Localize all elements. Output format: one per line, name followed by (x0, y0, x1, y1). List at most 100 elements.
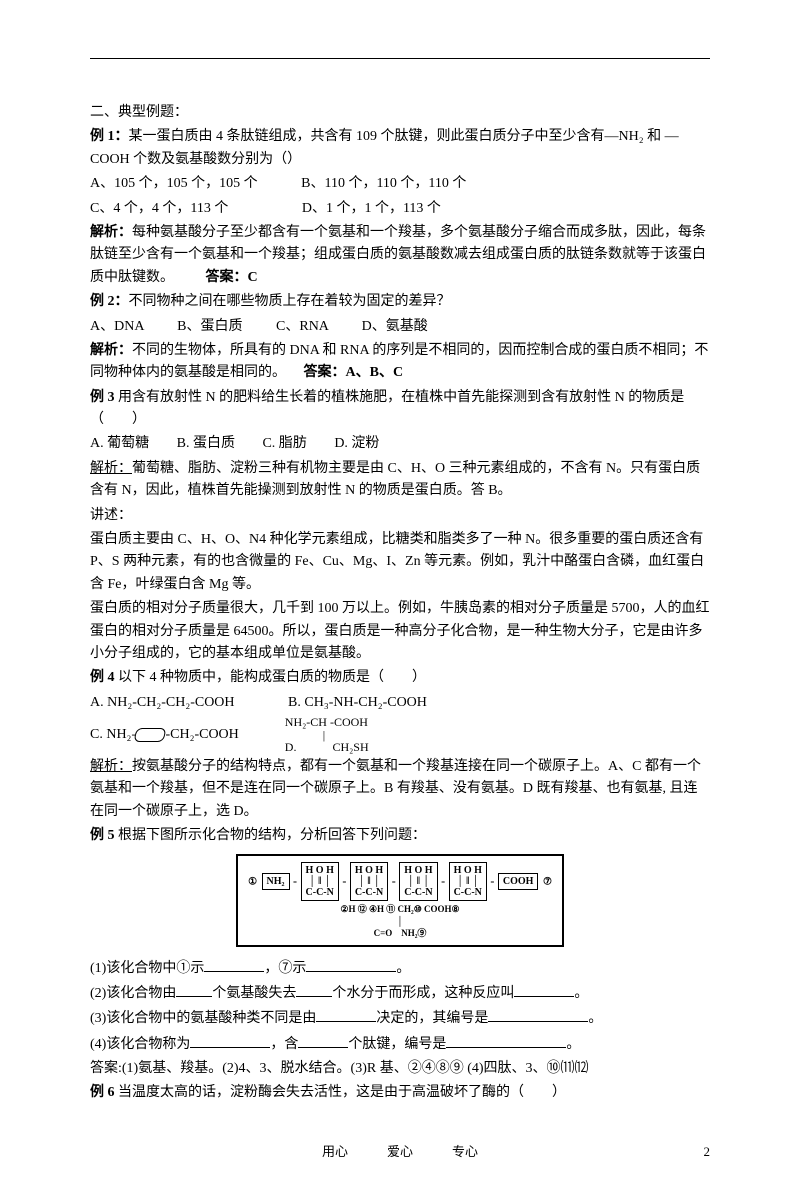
ex6: 例 6 当温度太高的话，淀粉酶会失去活性，这是由于高温破坏了酶的（ ） (90, 1082, 710, 1104)
blank-7[interactable] (488, 1007, 588, 1022)
ex4-optA: A. NH₂-CH₂-CH₂-COOH (90, 695, 235, 710)
header-rule (90, 58, 710, 59)
ex3-jiexi: 解析：葡萄糖、脂肪、淀粉三种有机物主要是由 C、H、O 三种元素组成的，不含有 … (90, 458, 710, 503)
lecture-label: 讲述： (90, 505, 710, 527)
ex1-jiexi: 解析：每种氨基酸分子至少都含有一个氨基和一个羧基，多个氨基酸分子缩合而成多肽，因… (90, 222, 710, 289)
ex5-q3: (3)该化合物中的氨基酸种类不同是由 决定的，其编号是 。 (90, 1007, 710, 1030)
blank-3[interactable] (176, 982, 212, 997)
ex5-q3b: 决定的，其编号是 (376, 1011, 488, 1026)
ex3-optA: A. 葡萄糖 (90, 436, 149, 451)
ex2-label: 例 2： (90, 294, 129, 309)
ex2: 例 2：不同物种之间在哪些物质上存在着较为固定的差异？ (90, 291, 710, 313)
ex2-answer: 答案：A、B、C (304, 365, 404, 380)
ex3: 例 3 用含有放射性 N 的肥料给生长着的植株施肥，在植株中首先能探测到含有放射… (90, 387, 710, 432)
section-title: 二、典型例题： (90, 102, 710, 124)
ex5-q1a: (1)该化合物中①示 (90, 961, 204, 976)
ex5-q4a: (4)该化合物称为 (90, 1037, 190, 1052)
ex2-optA: A、DNA (90, 319, 144, 334)
ex3-label: 例 3 (90, 390, 115, 405)
ex1-opts-row1: A、105 个，105 个，105 个 B、110 个，110 个，110 个 (90, 173, 710, 195)
ex5-q4d: 。 (566, 1037, 580, 1052)
ex1-optA: A、105 个，105 个，105 个 (90, 176, 258, 191)
ex5-q4c: 个肽键，编号是 (348, 1037, 446, 1052)
ex1: 例 1：某一蛋白质由 4 条肽链组成，共含有 109 个肽键，则此蛋白质分子中至… (90, 126, 710, 171)
ex4-optD: NH₂-CH -COOH | D. CH₂SH (285, 716, 369, 754)
ex4-optC-suffix: -CH₂-COOH (165, 724, 238, 746)
peptide-diagram: ① NH₂ - H O H│ ‖ │C-C-N - H O H│ ‖ │C-C-… (90, 854, 710, 947)
ex3-opts: A. 葡萄糖 B. 蛋白质 C. 脂肪 D. 淀粉 (90, 433, 710, 455)
ex1-optC: C、4 个，4 个，113 个 (90, 201, 228, 216)
diagram-sub-row2: │C=O NH₂⑨ (248, 916, 552, 939)
ex4-jiexi-text: 按氨基酸分子的结构特点，都有一个氨基和一个羧基连接在同一个碳原子上。A、C 都有… (90, 759, 701, 819)
ex2-optC: C、RNA (276, 319, 328, 334)
ex5-q1b: ，⑦示 (264, 961, 306, 976)
diagram-sub-row1: ②H ⑫ ④H ⑪ CH₂⑩ COOH⑧ (248, 902, 552, 915)
ex4-optC: C. NH₂ - -CH₂-COOH (90, 724, 239, 746)
ex1-label: 例 1： (90, 129, 129, 144)
ex4-text: 以下 4 种物质中，能构成蛋白质的物质是（ ） (115, 670, 427, 685)
blank-8[interactable] (190, 1033, 270, 1048)
ex1-optB: B、110 个，110 个，110 个 (301, 176, 466, 191)
cooh-box: COOH (498, 873, 539, 890)
ex1-answer: 答案：C (206, 270, 258, 285)
aa-box-4: H O H│ ‖ │C-C-N (449, 862, 487, 901)
ex5-q4: (4)该化合物称为 ，含 个肽键，编号是 。 (90, 1033, 710, 1056)
ex3-text: 用含有放射性 N 的肥料给生长着的植株施肥，在植株中首先能探测到含有放射性 N … (90, 390, 684, 427)
ex2-text: 不同物种之间在哪些物质上存在着较为固定的差异？ (129, 294, 451, 309)
page-number: 2 (704, 1144, 711, 1160)
ex2-jiexi-label: 解析： (90, 343, 132, 358)
ex5-q3c: 。 (588, 1011, 602, 1026)
ex4-opts-row2: C. NH₂ - -CH₂-COOH NH₂-CH -COOH | D. CH₂… (90, 716, 710, 754)
aa-box-2: H O H│ ‖ │C-C-N (350, 862, 388, 901)
ex4-optD-bot: D. CH₂SH (285, 740, 369, 754)
ex5-text: 根据下图所示化合物的结构，分析回答下列问题： (115, 828, 427, 843)
circ-7: ⑦ (543, 876, 552, 887)
ex4-optB: B. CH₃-NH-CH₂-COOH (288, 695, 427, 710)
blank-9[interactable] (298, 1033, 348, 1048)
ex5-label: 例 5 (90, 828, 115, 843)
ex3-optB: B. 蛋白质 (177, 436, 235, 451)
ex2-optD: D、氨基酸 (362, 319, 428, 334)
ex1-optD: D、1 个，1 个，113 个 (302, 201, 441, 216)
lecture-p2: 蛋白质的相对分子质量很大，几千到 100 万以上。例如，牛胰岛素的相对分子质量是… (90, 598, 710, 665)
blank-2[interactable] (306, 957, 396, 972)
ex5-q4b: ，含 (270, 1037, 298, 1052)
ex3-jiexi-label: 解析： (90, 461, 132, 476)
ex6-label: 例 6 (90, 1085, 115, 1100)
ex5-q2c: 个水分于而形成，这种反应叫 (332, 986, 514, 1001)
blank-4[interactable] (296, 982, 332, 997)
circ-1: ① (248, 876, 257, 887)
ex4-label: 例 4 (90, 670, 115, 685)
lecture-p1: 蛋白质主要由 C、H、O、N4 种化学元素组成，比糖类和脂类多了一种 N。很多重… (90, 529, 710, 596)
blank-6[interactable] (316, 1007, 376, 1022)
ex3-jiexi-text: 葡萄糖、脂肪、淀粉三种有机物主要是由 C、H、O 三种元素组成的，不含有 N。只… (90, 461, 700, 498)
ex3-optD: D. 淀粉 (334, 436, 379, 451)
ex5-q1c: 。 (396, 961, 410, 976)
ex5-q3a: (3)该化合物中的氨基酸种类不同是由 (90, 1011, 316, 1026)
ex5-q2: (2)该化合物由个氨基酸失去个水分于而形成，这种反应叫。 (90, 982, 710, 1005)
ex2-jiexi: 解析：不同的生物体，所具有的 DNA 和 RNA 的序列是不相同的，因而控制合成… (90, 340, 710, 385)
ex6-text: 当温度太高的话，淀粉酶会失去活性，这是由于高温破坏了酶的（ ） (115, 1085, 567, 1100)
ex4-opts-row1: A. NH₂-CH₂-CH₂-COOH B. CH₃-NH-CH₂-COOH (90, 692, 710, 714)
ex4-optC-prefix: C. NH₂ (90, 724, 131, 746)
blank-5[interactable] (514, 982, 574, 997)
ex3-optC: C. 脂肪 (262, 436, 306, 451)
ex4-jiexi: 解析：按氨基酸分子的结构特点，都有一个氨基和一个羧基连接在同一个碳原子上。A、C… (90, 756, 710, 823)
ex1-opts-row2: C、4 个，4 个，113 个 D、1 个，1 个，113 个 (90, 198, 710, 220)
ex2-opts: A、DNA B、蛋白质 C、RNA D、氨基酸 (90, 316, 710, 338)
benzene-icon (134, 728, 167, 742)
ex5-answer: 答案:(1)氨基、羧基。(2)4、3、脱水结合。(3)R 基、②④⑧⑨ (4)四… (90, 1058, 710, 1080)
ex4: 例 4 以下 4 种物质中，能构成蛋白质的物质是（ ） (90, 667, 710, 689)
footer-text: 用心 爱心 专心 (0, 1141, 800, 1160)
ex5-q2b: 个氨基酸失去 (212, 986, 296, 1001)
document-page: 二、典型例题： 例 1：某一蛋白质由 4 条肽链组成，共含有 109 个肽键，则… (0, 0, 800, 1190)
nh2-box: NH₂ (262, 873, 290, 890)
ex1-jiexi-label: 解析： (90, 225, 132, 240)
ex2-optB: B、蛋白质 (177, 319, 242, 334)
aa-box-3: H O H│ ‖ │C-C-N (399, 862, 437, 901)
ex4-optD-top: NH₂-CH -COOH (285, 715, 368, 729)
ex4-jiexi-label: 解析： (90, 759, 132, 774)
blank-10[interactable] (446, 1033, 566, 1048)
blank-1[interactable] (204, 957, 264, 972)
ex5-q2a: (2)该化合物由 (90, 986, 176, 1001)
